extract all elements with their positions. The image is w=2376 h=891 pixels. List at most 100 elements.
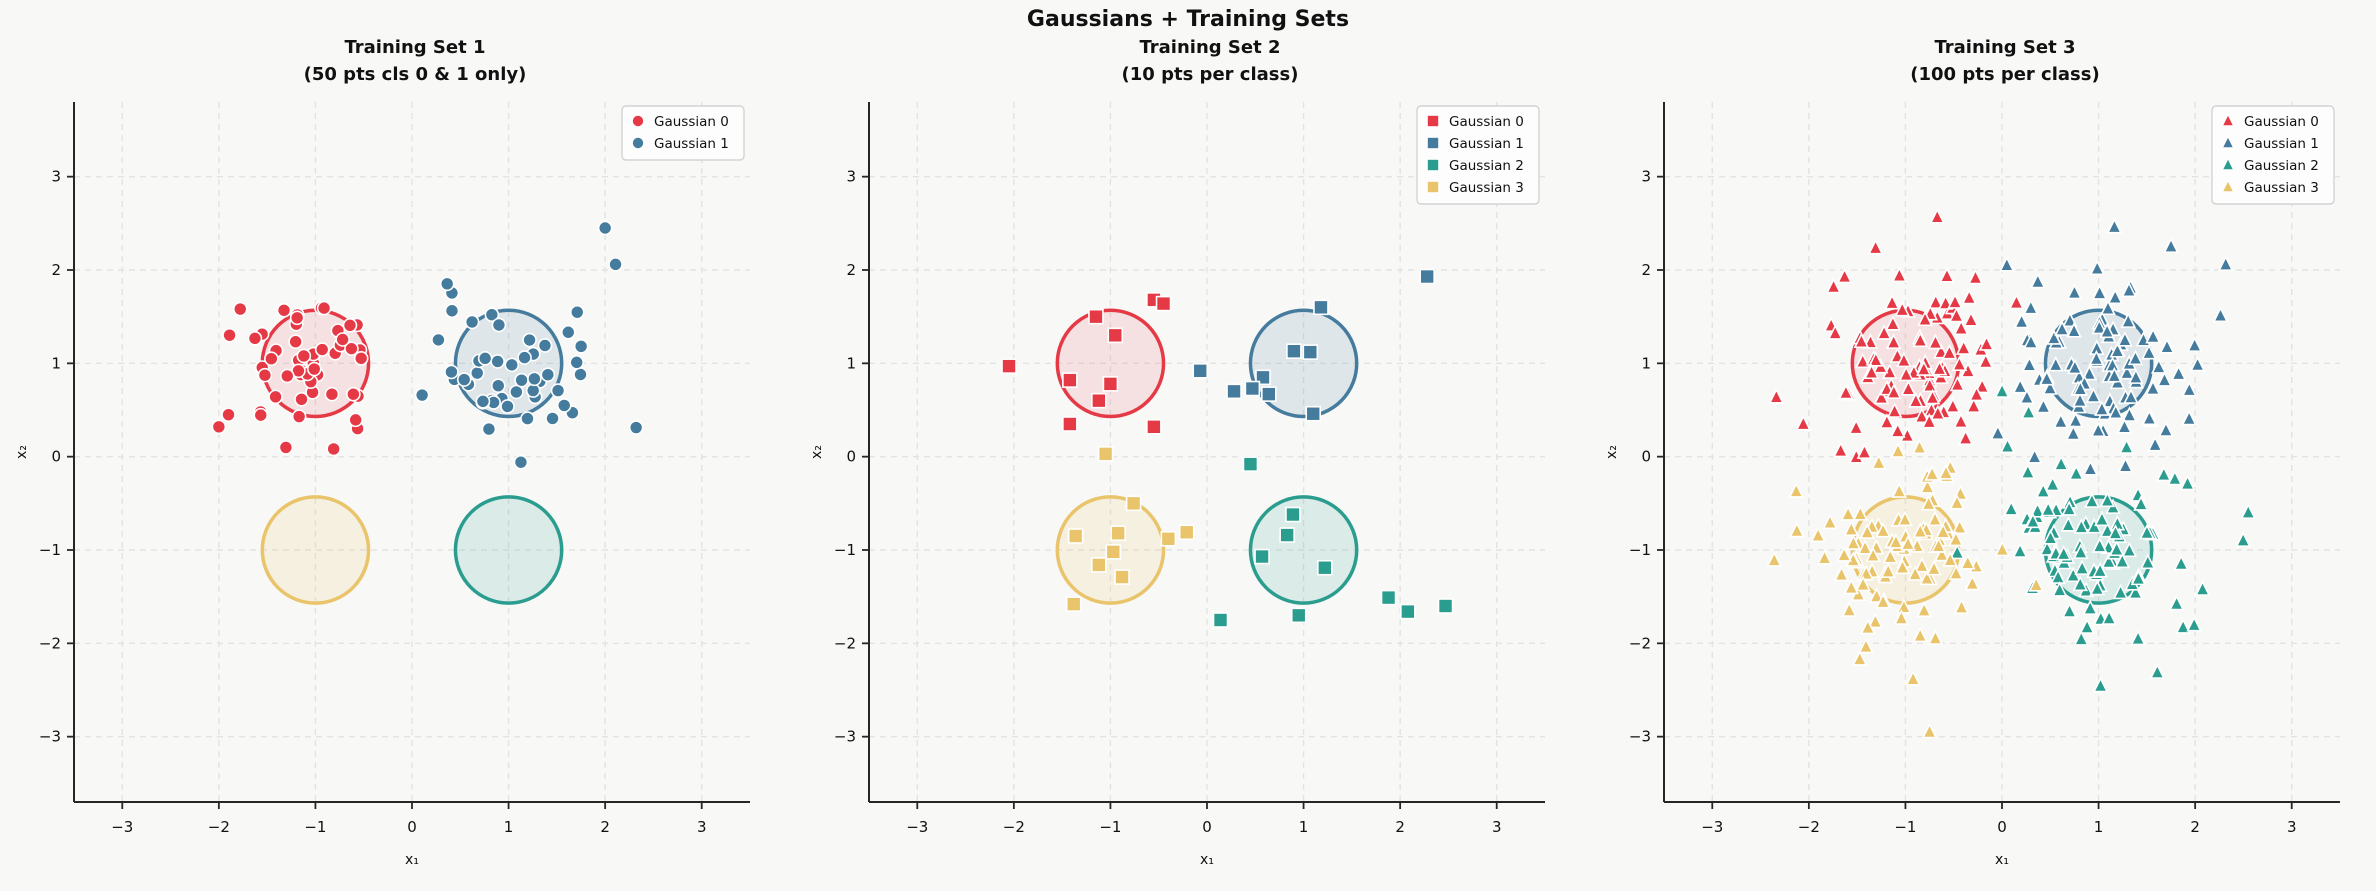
y-tick-label: 2 — [51, 261, 61, 279]
y-tick-label: 2 — [1641, 261, 1651, 279]
subplot-1-title: Training Set 1 (50 pts cls 0 & 1 only) — [10, 34, 776, 90]
x-axis-label: x₁ — [1995, 852, 2009, 868]
legend-label: Gaussian 0 — [1449, 114, 1524, 130]
subplot-3-title-line2: (100 pts per class) — [1910, 64, 2100, 85]
subplot-1-title-line2: (50 pts cls 0 & 1 only) — [303, 64, 527, 85]
legend-label: Gaussian 2 — [2244, 158, 2319, 174]
subplot-2-title: Training Set 2 (10 pts per class) — [805, 34, 1571, 90]
legend-box — [621, 105, 745, 161]
points-gaussian-2 — [1212, 456, 1454, 628]
subplot-3-title: Training Set 3 (100 pts per class) — [1600, 34, 2366, 90]
ticks: −3 −3 −2 −2 −1 −1 0 0 1 1 2 2 3 3 — [39, 168, 707, 836]
y-tick-label: −2 — [834, 634, 856, 652]
y-tick-label: 3 — [846, 168, 856, 186]
x-tick-label: 1 — [1299, 818, 1309, 836]
legend-label: Gaussian 2 — [1449, 158, 1524, 174]
x-axis-label: x₁ — [1200, 852, 1214, 868]
y-tick-label: 1 — [1641, 354, 1651, 372]
x-tick-label: −2 — [1003, 818, 1025, 836]
gaussian-circle — [1248, 495, 1359, 605]
points-gaussian-0 — [1001, 292, 1172, 435]
points-gaussian-1 — [414, 220, 644, 470]
subplot-2: Training Set 2 (10 pts per class) −3 −3 −2… — [805, 34, 1571, 886]
y-tick-label: 1 — [846, 354, 856, 372]
legend: Gaussian 0 Gaussian 1 Gaussian 2 Gaussian 3 — [2211, 105, 2335, 205]
legend-label: Gaussian 3 — [2244, 180, 2319, 196]
x-tick-label: 3 — [697, 818, 707, 836]
x-tick-label: 1 — [2094, 818, 2104, 836]
y-tick-label: 0 — [846, 448, 856, 466]
y-axis-label: x₂ — [1604, 445, 1620, 459]
x-tick-label: 2 — [600, 818, 610, 836]
legend-box — [1416, 105, 1540, 205]
subplot-3: Training Set 3 (100 pts per class) −3 −3−… — [1600, 34, 2366, 886]
subplot-3-title-line1: Training Set 3 — [1934, 37, 2076, 58]
legend-label: Gaussian 1 — [1449, 136, 1524, 152]
gaussian-circle — [1055, 308, 1166, 419]
x-tick-label: 0 — [1202, 818, 1212, 836]
figure-title: Gaussians + Training Sets — [1026, 7, 1350, 32]
y-tick-label: 3 — [1641, 168, 1651, 186]
subplots-row: Training Set 1 (50 pts cls 0 & 1 only) −… — [0, 34, 2376, 886]
x-tick-label: −3 — [906, 818, 928, 836]
y-tick-label: −2 — [39, 634, 61, 652]
legend: Gaussian 0 Gaussian 1 — [621, 105, 745, 161]
gaussian-circles — [1055, 308, 1359, 605]
points-gaussian-2 — [1949, 382, 2257, 693]
legend: Gaussian 0 Gaussian 1 Gaussian 2 Gaussian 3 — [1416, 105, 1540, 205]
y-tick-label: −3 — [1629, 728, 1651, 746]
y-tick-label: 2 — [846, 261, 856, 279]
x-tick-label: −1 — [1099, 818, 1121, 836]
ticks: −3 −3 −2 −2 −1 −1 0 0 1 1 2 2 3 3 — [1629, 168, 2297, 836]
subplot-1-title-line1: Training Set 1 — [344, 37, 486, 58]
x-tick-label: 0 — [1997, 818, 2007, 836]
points-gaussian-0 — [211, 300, 369, 457]
gaussian-circle — [260, 495, 371, 605]
y-tick-label: −1 — [834, 541, 856, 559]
points-gaussian-1 — [1192, 268, 1435, 422]
x-tick-label: 2 — [2190, 818, 2200, 836]
x-tick-label: −2 — [208, 818, 230, 836]
y-tick-label: 0 — [1641, 448, 1651, 466]
y-tick-label: −3 — [39, 728, 61, 746]
y-tick-label: 1 — [51, 354, 61, 372]
gaussian-circle — [453, 495, 564, 605]
x-tick-label: −3 — [1701, 818, 1723, 836]
x-tick-label: −1 — [304, 818, 326, 836]
points-gaussian-3 — [1065, 446, 1195, 612]
subplot-2-title-line2: (10 pts per class) — [1121, 64, 1299, 85]
y-tick-label: −2 — [1629, 634, 1651, 652]
x-tick-label: −2 — [1798, 818, 1820, 836]
ticks: −3 −3 −2 −2 −1 −1 0 0 1 1 2 2 3 3 — [834, 168, 1502, 836]
gridlines — [74, 102, 750, 802]
points-gaussian-0 — [1768, 208, 2038, 464]
y-tick-label: −1 — [39, 541, 61, 559]
legend-label: Gaussian 0 — [654, 114, 729, 130]
x-tick-label: 0 — [407, 818, 417, 836]
y-tick-label: −3 — [834, 728, 856, 746]
subplot-1: Training Set 1 (50 pts cls 0 & 1 only) −… — [10, 34, 776, 886]
subplot-2-title-line1: Training Set 2 — [1139, 37, 1281, 58]
y-tick-label: −1 — [1629, 541, 1651, 559]
y-axis-label: x₂ — [809, 445, 825, 459]
points-gaussian-1 — [1990, 217, 2234, 476]
y-tick-label: 0 — [51, 448, 61, 466]
y-axis-label: x₂ — [14, 445, 30, 459]
x-axis-label: x₁ — [405, 852, 419, 868]
x-tick-label: 3 — [1492, 818, 1502, 836]
x-tick-label: 2 — [1395, 818, 1405, 836]
y-tick-label: 3 — [51, 168, 61, 186]
legend-label: Gaussian 3 — [1449, 180, 1524, 196]
legend-box — [2211, 105, 2335, 205]
x-tick-label: 1 — [504, 818, 514, 836]
legend-label: Gaussian 1 — [654, 136, 729, 152]
legend-label: Gaussian 1 — [2244, 136, 2319, 152]
gaussian-circle — [1248, 308, 1359, 419]
legend-label: Gaussian 0 — [2244, 114, 2319, 130]
x-tick-label: −1 — [1894, 818, 1916, 836]
x-tick-label: 3 — [2287, 818, 2297, 836]
